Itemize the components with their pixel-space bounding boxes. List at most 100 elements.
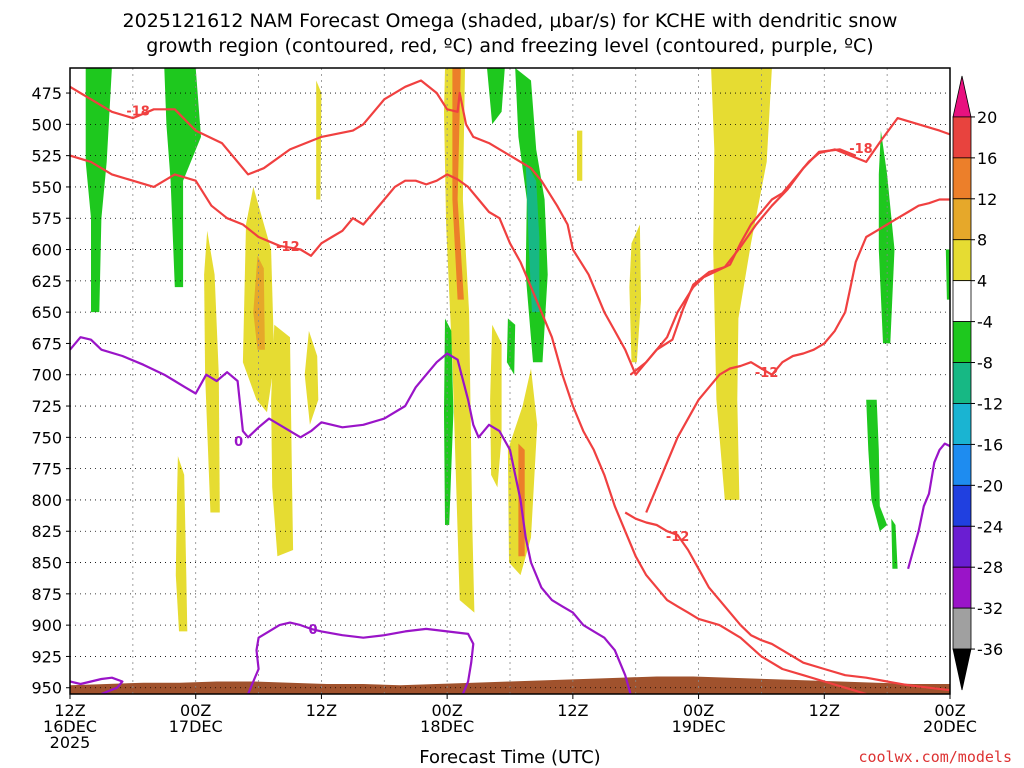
omega-region-yellow-2	[204, 230, 220, 513]
contour-label-dgz-upper-18: -18	[126, 105, 150, 120]
contour-frz-0-upper	[70, 336, 632, 694]
contour-label-dgz-12b: -12	[755, 366, 779, 381]
contour-frz-0-left-base	[70, 676, 124, 694]
x-tick-label: 12Z	[54, 701, 85, 720]
x-tick-label: 18DEC	[420, 717, 474, 736]
colorbar-label: 8	[977, 231, 987, 250]
x-tick-label: 17DEC	[169, 717, 223, 736]
colorbar-bin	[952, 239, 972, 282]
y-tick-label: 650	[31, 303, 62, 322]
y-tick-label: 700	[31, 366, 62, 385]
omega-region-orange-3	[253, 255, 265, 350]
colorbar: 20 16 12 8 4 -4 -8 -12 -16 -20 -24 -28 -32 -36	[952, 75, 1003, 691]
y-tick-label: 750	[31, 428, 62, 447]
y-tick-label: 800	[31, 491, 62, 510]
x-tick-label: 00Z	[431, 701, 462, 720]
omega-region-green-1	[85, 68, 112, 313]
omega-region-green-20	[945, 249, 950, 300]
contour-dgz-lower-12	[70, 154, 867, 694]
omega-region-green-10	[487, 68, 505, 125]
y-tick-label: 475	[31, 84, 62, 103]
colorbar-label: -20	[977, 476, 1003, 495]
colorbar-bin	[952, 362, 972, 404]
y-tick-label: 725	[31, 397, 62, 416]
colorbar-label: 16	[977, 149, 997, 168]
colorbar-bin	[952, 443, 972, 486]
colorbar-bin	[952, 648, 972, 691]
colorbar-label: -16	[977, 435, 1003, 454]
colorbar-bin	[952, 157, 972, 200]
colorbar-label: 4	[977, 272, 987, 291]
grid-layer	[70, 68, 950, 694]
x-tick-label: 00Z	[180, 701, 211, 720]
contour-dgz-12b	[645, 198, 950, 513]
colorbar-bin	[952, 75, 972, 118]
contour-label-dgz-lower-12: -12	[276, 240, 300, 255]
x-tick-label: 2025	[50, 733, 91, 752]
plot-frame	[69, 67, 951, 695]
contour-layer: -18 -12 -18 -12 -12 0 0	[70, 79, 950, 694]
contour-dgz-mid-18	[629, 148, 857, 376]
x-tick-label: 12Z	[306, 701, 337, 720]
y-tick-label: 950	[31, 679, 62, 698]
y-tick-label: 900	[31, 616, 62, 635]
omega-region-green-8	[444, 318, 454, 525]
omega-region-yellow-4	[271, 324, 294, 557]
omega-region-yellow-15	[629, 224, 641, 363]
y-tick-label: 625	[31, 272, 62, 291]
omega-region-orange-7	[452, 68, 464, 300]
y-tick-label: 575	[31, 209, 62, 228]
colorbar-label: -28	[977, 558, 1003, 577]
y-tick-label: 925	[31, 647, 62, 666]
y-tick-label: 500	[31, 115, 62, 134]
contour-frz-0-lower	[247, 621, 475, 694]
omega-region-green-19	[891, 518, 898, 569]
omega-region-teal-11	[525, 161, 540, 313]
terrain-surface	[70, 676, 950, 694]
colorbar-bin	[952, 321, 972, 363]
y-axis: 475 500 525 550 575 600 625 650 675 700 725 750 775 8…	[31, 84, 70, 698]
omega-region-yellow-5	[304, 330, 319, 425]
y-tick-label: 550	[31, 178, 62, 197]
chart-title-line2: growth region (contoured, red, ºC) and f…	[146, 35, 873, 57]
colorbar-label: -4	[977, 313, 993, 332]
x-tick-label: 12Z	[809, 701, 840, 720]
omega-region-green-17	[878, 130, 895, 344]
colorbar-bin	[952, 198, 972, 241]
colorbar-bin	[952, 566, 972, 609]
chart-title-line1: 2025121612 NAM Forecast Omega (shaded, μ…	[123, 10, 898, 32]
y-tick-label: 775	[31, 460, 62, 479]
omega-region-green-18	[866, 399, 888, 532]
colorbar-bin	[952, 607, 972, 650]
colorbar-bin	[952, 116, 972, 159]
x-axis-title: Forecast Time (UTC)	[419, 747, 600, 768]
contour-label-dgz-12c: -12	[666, 530, 690, 545]
x-tick-label: 00Z	[934, 701, 965, 720]
x-tick-label: 16DEC	[43, 717, 97, 736]
colorbar-bin	[952, 525, 972, 568]
omega-region-yellow-1	[175, 456, 188, 632]
contour-label-frz-0-upper: 0	[234, 435, 243, 450]
colorbar-bin	[952, 484, 972, 527]
y-tick-label: 825	[31, 522, 62, 541]
colorbar-label: -32	[977, 599, 1003, 618]
colorbar-label: 20	[977, 108, 997, 127]
x-tick-label: 19DEC	[672, 717, 726, 736]
colorbar-bin	[952, 403, 972, 445]
x-tick-label: 00Z	[683, 701, 714, 720]
omega-region-yellow-14	[577, 130, 583, 181]
terrain-layer	[70, 676, 950, 694]
y-tick-label: 675	[31, 334, 62, 353]
y-tick-label: 525	[31, 147, 62, 166]
contour-frz-0-right	[907, 442, 950, 570]
omega-region-yellow-7	[444, 68, 475, 613]
colorbar-label: -24	[977, 517, 1003, 536]
colorbar-label: 12	[977, 190, 997, 209]
y-tick-label: 600	[31, 241, 62, 260]
omega-region-yellow-16	[711, 68, 772, 500]
contour-dgz-12c	[624, 511, 950, 692]
omega-region-green-13	[506, 318, 516, 375]
x-tick-label: 12Z	[557, 701, 588, 720]
